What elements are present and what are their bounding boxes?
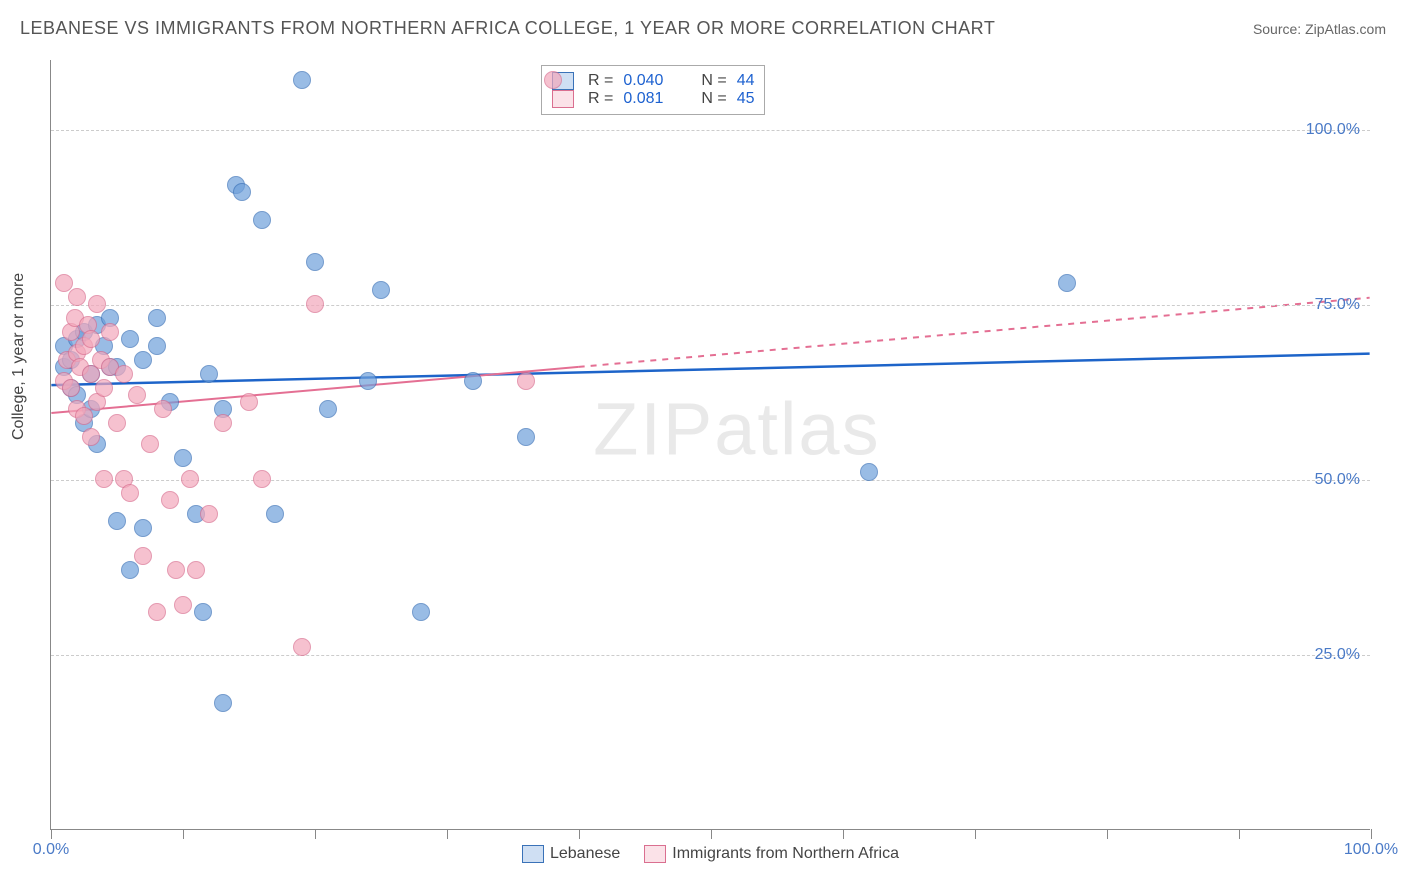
data-point: [214, 694, 232, 712]
data-point: [174, 449, 192, 467]
data-point: [544, 71, 562, 89]
legend-stat-row: R =0.040N =44: [552, 72, 754, 90]
data-point: [181, 470, 199, 488]
r-value: 0.040: [623, 72, 683, 90]
x-tick: [1239, 829, 1240, 839]
data-point: [194, 603, 212, 621]
data-point: [306, 253, 324, 271]
watermark: ZIPatlas: [593, 387, 880, 472]
data-point: [293, 638, 311, 656]
n-value: 45: [737, 90, 755, 108]
legend-item: Lebanese: [522, 845, 620, 863]
data-point: [95, 470, 113, 488]
data-point: [214, 414, 232, 432]
data-point: [108, 512, 126, 530]
x-tick: [711, 829, 712, 839]
data-point: [412, 603, 430, 621]
grid-line: [51, 480, 1370, 481]
grid-line: [51, 130, 1370, 131]
data-point: [148, 603, 166, 621]
data-point: [293, 71, 311, 89]
plot-area: ZIPatlas R =0.040N =44R =0.081N =45 Leba…: [50, 60, 1370, 830]
y-tick-label: 50.0%: [1315, 471, 1360, 489]
chart-title: LEBANESE VS IMMIGRANTS FROM NORTHERN AFR…: [20, 18, 995, 39]
data-point: [187, 561, 205, 579]
data-point: [200, 365, 218, 383]
data-point: [154, 400, 172, 418]
y-axis-label: College, 1 year or more: [10, 273, 28, 440]
x-tick: [315, 829, 316, 839]
data-point: [359, 372, 377, 390]
data-point: [115, 365, 133, 383]
n-value: 44: [737, 72, 755, 90]
x-tick: [51, 829, 52, 839]
data-point: [128, 386, 146, 404]
data-point: [108, 414, 126, 432]
correlation-legend: R =0.040N =44R =0.081N =45: [541, 65, 765, 115]
data-point: [62, 379, 80, 397]
data-point: [88, 295, 106, 313]
legend-item: Immigrants from Northern Africa: [644, 845, 899, 863]
data-point: [121, 561, 139, 579]
legend-label: Lebanese: [550, 845, 620, 863]
source-attribution: Source: ZipAtlas.com: [1253, 21, 1386, 37]
source-link[interactable]: ZipAtlas.com: [1305, 21, 1386, 37]
data-point: [200, 505, 218, 523]
data-point: [319, 400, 337, 418]
data-point: [517, 372, 535, 390]
data-point: [68, 288, 86, 306]
data-point: [82, 428, 100, 446]
x-tick-label: 100.0%: [1344, 841, 1398, 859]
x-tick: [975, 829, 976, 839]
legend-label: Immigrants from Northern Africa: [672, 845, 899, 863]
data-point: [306, 295, 324, 313]
legend-swatch: [552, 90, 574, 108]
data-point: [141, 435, 159, 453]
grid-line: [51, 655, 1370, 656]
data-point: [82, 330, 100, 348]
y-tick-label: 100.0%: [1306, 121, 1360, 139]
data-point: [1058, 274, 1076, 292]
data-point: [101, 323, 119, 341]
x-tick: [183, 829, 184, 839]
legend-stat-row: R =0.081N =45: [552, 90, 754, 108]
grid-line: [51, 305, 1370, 306]
data-point: [75, 407, 93, 425]
data-point: [134, 351, 152, 369]
data-point: [372, 281, 390, 299]
data-point: [240, 393, 258, 411]
series-legend: Lebanese Immigrants from Northern Africa: [51, 845, 1370, 863]
x-tick: [1107, 829, 1108, 839]
data-point: [95, 379, 113, 397]
legend-swatch: [644, 845, 666, 863]
data-point: [174, 596, 192, 614]
data-point: [517, 428, 535, 446]
x-tick: [579, 829, 580, 839]
r-value: 0.081: [623, 90, 683, 108]
x-tick: [1371, 829, 1372, 839]
data-point: [161, 491, 179, 509]
x-tick: [447, 829, 448, 839]
y-tick-label: 75.0%: [1315, 296, 1360, 314]
y-tick-label: 25.0%: [1315, 646, 1360, 664]
data-point: [253, 211, 271, 229]
x-tick-label: 0.0%: [33, 841, 69, 859]
x-tick: [843, 829, 844, 839]
data-point: [266, 505, 284, 523]
data-point: [233, 183, 251, 201]
data-point: [134, 547, 152, 565]
legend-swatch: [522, 845, 544, 863]
data-point: [253, 470, 271, 488]
data-point: [121, 330, 139, 348]
data-point: [167, 561, 185, 579]
data-point: [860, 463, 878, 481]
data-point: [464, 372, 482, 390]
data-point: [148, 337, 166, 355]
data-point: [121, 484, 139, 502]
data-point: [134, 519, 152, 537]
trend-lines: [51, 60, 1370, 829]
data-point: [148, 309, 166, 327]
